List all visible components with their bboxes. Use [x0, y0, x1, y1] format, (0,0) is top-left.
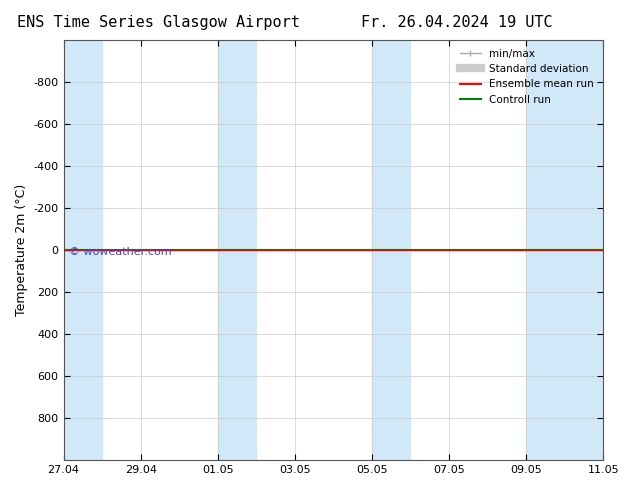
Text: Fr. 26.04.2024 19 UTC: Fr. 26.04.2024 19 UTC — [361, 15, 552, 30]
Text: © woweather.com: © woweather.com — [69, 247, 172, 257]
Bar — [526, 40, 603, 460]
Bar — [217, 40, 256, 460]
Y-axis label: Temperature 2m (°C): Temperature 2m (°C) — [15, 184, 28, 316]
Bar — [372, 40, 410, 460]
Bar — [63, 40, 102, 460]
Text: ENS Time Series Glasgow Airport: ENS Time Series Glasgow Airport — [17, 15, 300, 30]
Legend: min/max, Standard deviation, Ensemble mean run, Controll run: min/max, Standard deviation, Ensemble me… — [456, 45, 598, 109]
